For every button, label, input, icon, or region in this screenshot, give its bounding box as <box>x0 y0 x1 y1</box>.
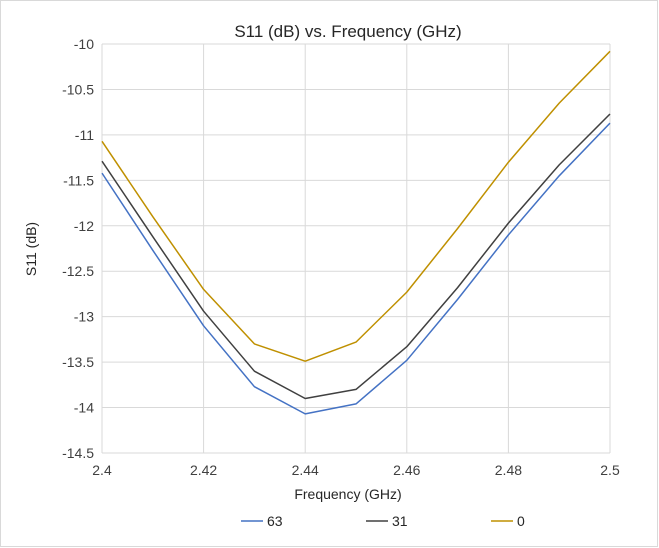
legend-label-63: 63 <box>267 513 283 529</box>
x-axis-ticks: 2.4 2.42 2.44 2.46 2.48 2.5 <box>92 462 620 478</box>
x-tick-label: 2.42 <box>190 462 217 478</box>
series-line-0 <box>101 50 611 362</box>
series-lines <box>101 50 611 415</box>
y-tick-label: -12 <box>74 218 94 234</box>
legend-label-31: 31 <box>392 513 408 529</box>
y-axis-ticks: -10 -10.5 -11 -11.5 -12 -12.5 -13 -13.5 -14 -14.5 <box>62 36 94 461</box>
y-axis-title: S11 (dB) <box>23 222 39 276</box>
x-tick-label: 2.44 <box>292 462 319 478</box>
y-tick-label: -13 <box>74 309 94 325</box>
y-tick-label: -11 <box>75 127 94 143</box>
x-tick-label: 2.48 <box>495 462 522 478</box>
y-tick-label: -13.5 <box>62 354 94 370</box>
chart-title: S11 (dB) vs. Frequency (GHz) <box>234 22 461 41</box>
series-line-31 <box>101 113 611 400</box>
y-tick-label: -11.5 <box>63 172 94 188</box>
x-tick-label: 2.46 <box>393 462 420 478</box>
y-tick-label: -14.5 <box>62 445 94 461</box>
x-axis-title: Frequency (GHz) <box>294 486 401 502</box>
y-tick-label: -10.5 <box>62 81 94 97</box>
legend: 63 31 0 <box>241 513 525 529</box>
y-tick-label: -14 <box>74 400 94 416</box>
y-tick-label: -10 <box>74 36 94 52</box>
plot-grid <box>101 43 611 454</box>
legend-label-0: 0 <box>517 513 525 529</box>
y-tick-label: -12.5 <box>62 263 94 279</box>
x-tick-label: 2.5 <box>600 462 620 478</box>
series-line-63 <box>101 122 611 415</box>
x-tick-label: 2.4 <box>92 462 112 478</box>
